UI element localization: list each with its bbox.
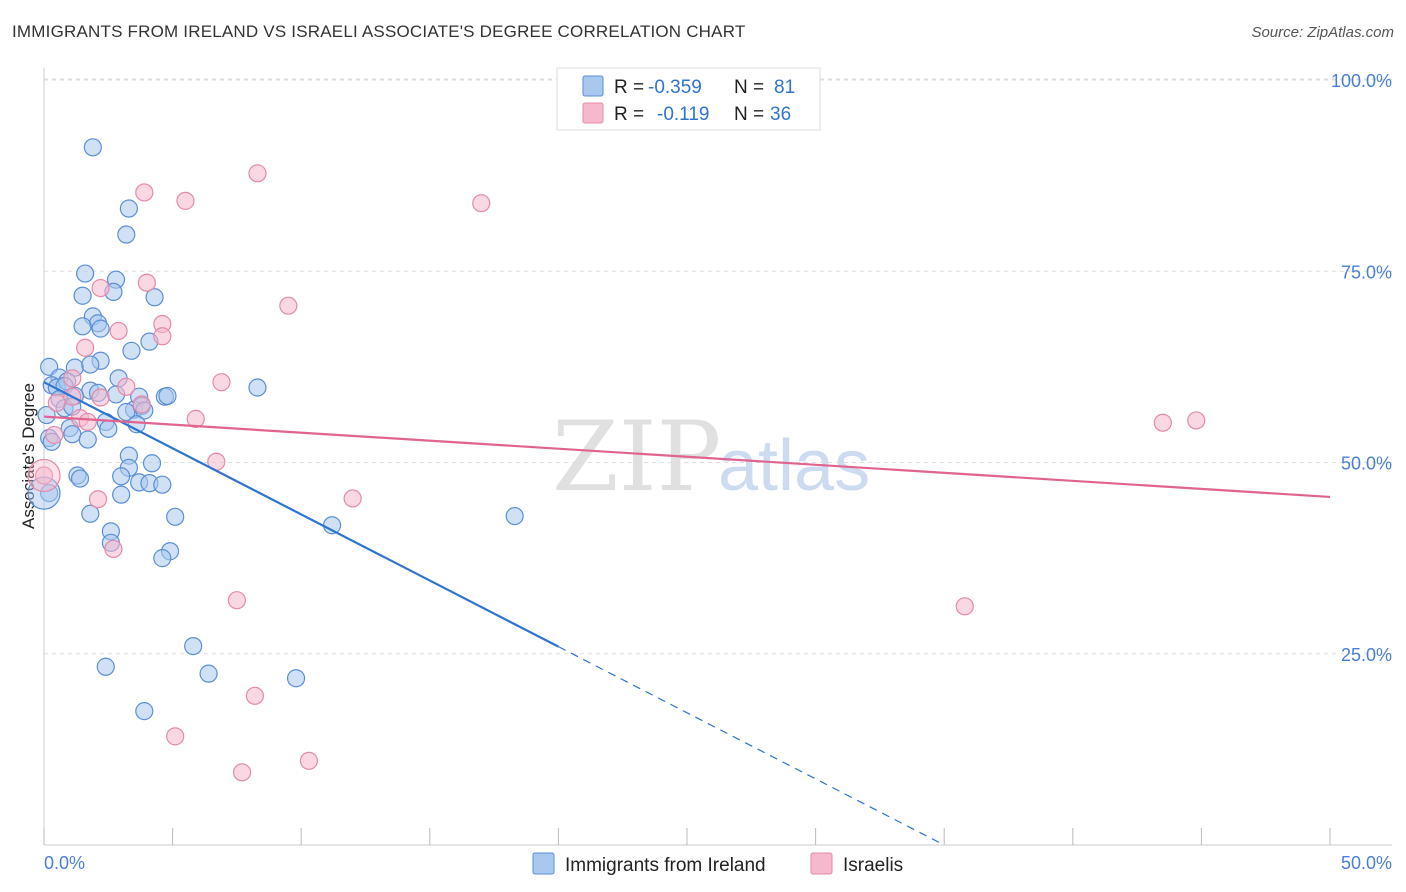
chart-source: Source: ZipAtlas.com xyxy=(1251,24,1394,41)
israelis-point xyxy=(76,338,95,357)
ireland-point xyxy=(70,469,90,488)
israelis-point xyxy=(27,458,61,493)
israelis-point xyxy=(135,183,154,202)
ireland-point xyxy=(145,288,164,307)
y-tick-label-100: 100.0% xyxy=(1331,71,1392,91)
legend-r-value-israelis: -0.119 xyxy=(657,104,709,125)
ireland-point xyxy=(117,402,136,422)
legend-r-value-ireland: -0.359 xyxy=(648,77,702,98)
chart-title: IMMIGRANTS FROM IRELAND VS ISRAELI ASSOC… xyxy=(12,22,746,41)
legend-stats-swatch-israelis xyxy=(582,102,604,124)
legend-stats: R = -0.359 N = 81 R = -0.119 N = 36 xyxy=(556,67,821,131)
legend-n-value-ireland: 81 xyxy=(774,77,795,98)
ireland-point xyxy=(63,425,82,444)
israelis-point xyxy=(117,377,136,396)
ireland-point xyxy=(286,669,306,688)
ireland-point xyxy=(153,549,172,568)
ireland-point xyxy=(81,504,100,523)
ireland-point xyxy=(199,664,218,683)
israelis-point xyxy=(1153,413,1172,432)
israelis-point xyxy=(63,369,82,388)
x-tick-label-max: 50.0% xyxy=(1341,853,1392,873)
israelis-point xyxy=(176,191,195,210)
legend-swatch-israelis xyxy=(810,852,833,875)
ireland-point xyxy=(248,378,267,397)
israelis-point xyxy=(279,296,298,315)
ireland-point xyxy=(153,475,172,494)
israelis-point xyxy=(232,763,252,782)
legend-swatch-ireland xyxy=(532,852,555,875)
x-axis-ticks xyxy=(43,828,1331,845)
legend-n-value-israelis: 36 xyxy=(770,104,791,125)
ireland-point xyxy=(73,286,92,305)
israelis-point xyxy=(955,597,974,616)
ireland-point xyxy=(112,485,131,504)
ireland-point xyxy=(184,636,203,656)
israelis-point xyxy=(104,539,123,559)
trend-lines xyxy=(43,381,1331,846)
israelis-point xyxy=(132,395,151,414)
ireland-point xyxy=(83,138,102,157)
legend-label-ireland: Immigrants from Ireland xyxy=(565,855,766,876)
israelis-point xyxy=(212,373,231,392)
ireland-point xyxy=(142,454,162,473)
israelis-point xyxy=(343,489,362,508)
legend-r-label-israelis: R = xyxy=(614,104,644,125)
israelis-point xyxy=(186,409,205,428)
ireland-point xyxy=(166,507,185,526)
israelis-point xyxy=(109,321,128,341)
ireland-point xyxy=(122,341,141,360)
legend-label-israelis: Israelis xyxy=(843,855,903,876)
series-ireland-points xyxy=(27,138,524,721)
ireland-point xyxy=(81,355,100,374)
series-israelis-points xyxy=(27,164,1206,782)
x-tick-label-min: 0.0% xyxy=(44,853,85,873)
israelis-point xyxy=(45,425,64,445)
trend-line-ireland-extrapolated xyxy=(558,646,945,846)
legend-r-label-ireland: R = xyxy=(614,77,644,98)
legend-stats-swatch-ireland xyxy=(582,75,604,97)
legend-bottom: Immigrants from Ireland Israelis xyxy=(532,852,903,876)
legend-n-label-israelis: N = xyxy=(734,104,764,125)
gridlines xyxy=(44,78,1392,655)
israelis-point xyxy=(153,327,172,346)
ireland-point xyxy=(119,199,138,218)
ireland-point xyxy=(91,319,110,338)
y-tick-label-75: 75.0% xyxy=(1341,262,1392,282)
israelis-point xyxy=(472,194,491,213)
y-tick-label-50: 50.0% xyxy=(1341,454,1392,474)
israelis-point xyxy=(34,466,54,485)
ireland-point xyxy=(37,405,56,425)
watermark: ZIP atlas xyxy=(552,401,870,513)
israelis-point xyxy=(1187,411,1206,430)
y-tick-labels: 100.0% 75.0% 50.0% 25.0% xyxy=(1331,71,1392,665)
israelis-point xyxy=(299,751,319,770)
israelis-point xyxy=(245,686,265,705)
israelis-point xyxy=(88,490,108,509)
israelis-point xyxy=(166,727,185,746)
israelis-point xyxy=(227,591,246,610)
israelis-point xyxy=(47,393,66,412)
ireland-point xyxy=(99,419,118,438)
y-tick-label-25: 25.0% xyxy=(1341,645,1392,665)
ireland-point xyxy=(73,317,92,336)
ireland-point xyxy=(76,264,95,283)
ireland-point xyxy=(158,386,177,406)
ireland-point xyxy=(505,506,524,526)
ireland-point xyxy=(78,430,97,449)
ireland-point xyxy=(96,657,115,676)
israelis-point xyxy=(248,164,267,183)
israelis-point xyxy=(91,278,110,298)
ireland-point xyxy=(135,702,154,721)
ireland-point xyxy=(112,467,131,486)
israelis-point xyxy=(91,388,110,407)
israelis-point xyxy=(137,273,156,292)
israelis-point xyxy=(78,412,97,432)
trend-line-israelis xyxy=(43,415,1331,499)
trend-line-ireland xyxy=(43,381,559,648)
legend-n-label-ireland: N = xyxy=(734,77,764,98)
ireland-point xyxy=(117,225,136,244)
